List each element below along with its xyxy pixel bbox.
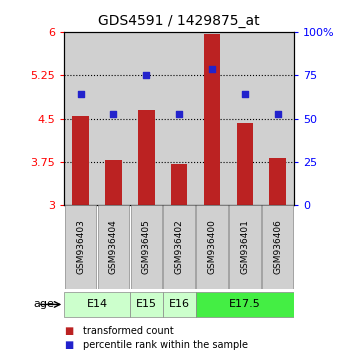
- Text: E17.5: E17.5: [229, 299, 261, 309]
- Point: [242, 91, 247, 97]
- Text: E14: E14: [87, 299, 107, 309]
- Bar: [204, 34, 220, 205]
- Point: [144, 73, 149, 78]
- Text: GSM936402: GSM936402: [175, 219, 184, 274]
- Bar: [171, 164, 187, 205]
- FancyBboxPatch shape: [196, 292, 294, 317]
- FancyBboxPatch shape: [130, 292, 163, 317]
- Bar: [196, 32, 228, 205]
- FancyBboxPatch shape: [65, 205, 96, 289]
- Text: age: age: [33, 299, 54, 309]
- Text: ■: ■: [64, 326, 73, 336]
- Point: [209, 67, 215, 72]
- Bar: [228, 32, 261, 205]
- Bar: [163, 32, 196, 205]
- Bar: [138, 110, 154, 205]
- Text: GSM936401: GSM936401: [240, 219, 249, 274]
- Bar: [130, 32, 163, 205]
- Bar: [237, 122, 253, 205]
- FancyBboxPatch shape: [130, 205, 162, 289]
- Text: transformed count: transformed count: [83, 326, 173, 336]
- Text: GSM936406: GSM936406: [273, 219, 282, 274]
- Text: GSM936404: GSM936404: [109, 219, 118, 274]
- Point: [111, 111, 116, 117]
- Text: GSM936405: GSM936405: [142, 219, 151, 274]
- Bar: [72, 116, 89, 205]
- FancyBboxPatch shape: [229, 205, 261, 289]
- Bar: [97, 32, 130, 205]
- Point: [275, 111, 280, 117]
- Point: [176, 111, 182, 117]
- Bar: [261, 32, 294, 205]
- Bar: [64, 32, 97, 205]
- Text: GSM936400: GSM936400: [208, 219, 216, 274]
- FancyBboxPatch shape: [64, 292, 130, 317]
- Title: GDS4591 / 1429875_at: GDS4591 / 1429875_at: [98, 14, 260, 28]
- Text: percentile rank within the sample: percentile rank within the sample: [83, 340, 248, 350]
- Bar: [105, 160, 122, 205]
- FancyBboxPatch shape: [196, 205, 228, 289]
- FancyBboxPatch shape: [98, 205, 129, 289]
- Text: E16: E16: [169, 299, 190, 309]
- Text: GSM936403: GSM936403: [76, 219, 85, 274]
- Point: [78, 91, 83, 97]
- FancyBboxPatch shape: [163, 292, 196, 317]
- Text: E15: E15: [136, 299, 157, 309]
- Text: ■: ■: [64, 340, 73, 350]
- FancyBboxPatch shape: [163, 205, 195, 289]
- Bar: [269, 158, 286, 205]
- FancyBboxPatch shape: [262, 205, 293, 289]
